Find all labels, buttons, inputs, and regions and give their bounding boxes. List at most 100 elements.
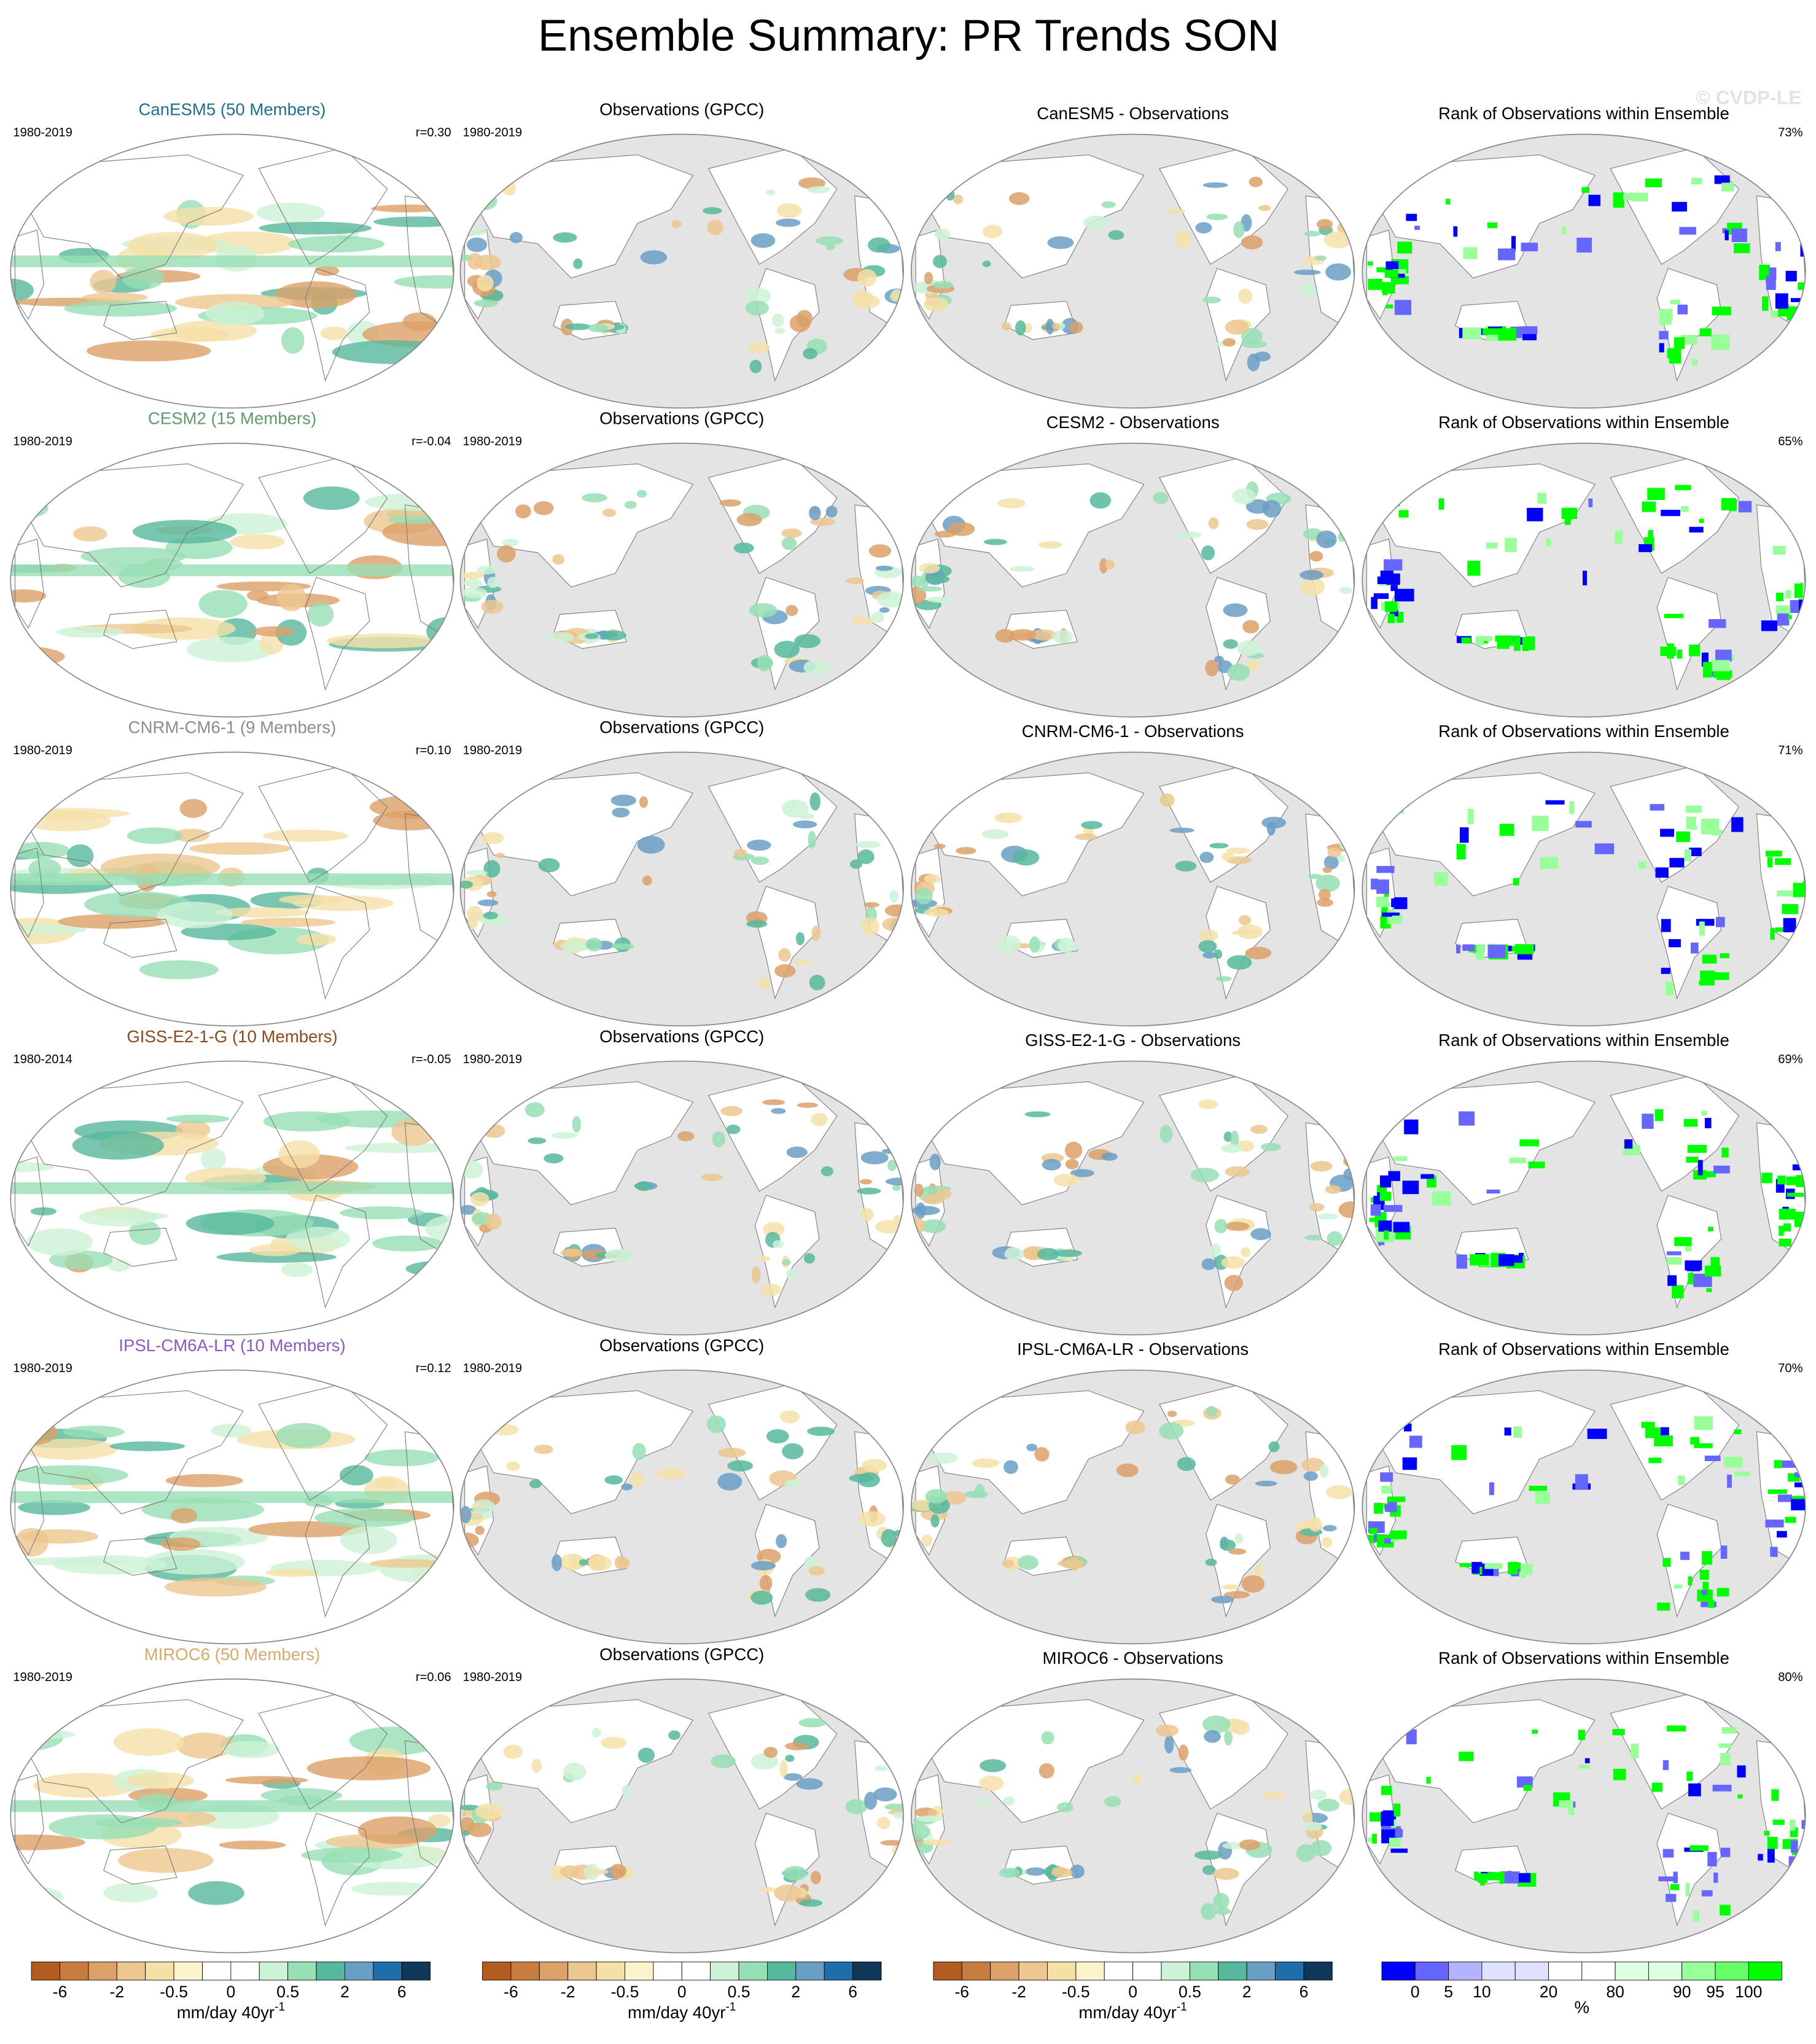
rank-cell <box>1471 1562 1483 1567</box>
rank-cell <box>1701 1110 1707 1116</box>
map-content <box>912 147 1355 382</box>
trend-blob <box>1303 1821 1322 1831</box>
trend-blob <box>912 282 932 294</box>
rank-cell <box>1576 237 1592 253</box>
trend-blob <box>712 1131 726 1147</box>
trend-blob <box>487 576 499 588</box>
map-content <box>1366 1074 1806 1309</box>
rank-cell <box>1390 1530 1407 1540</box>
trend-blob <box>544 1153 564 1164</box>
difference-title: GISS-E2-1-G - Observations <box>1025 1031 1241 1050</box>
pattern-correlation: r=0.10 <box>416 744 451 757</box>
trend-blob <box>1308 1517 1322 1532</box>
trend-blob <box>1198 940 1217 953</box>
trend-blob <box>855 841 881 849</box>
colorbar-box <box>1047 1961 1077 1981</box>
trend-blob <box>923 297 949 312</box>
trend-blob <box>426 617 454 646</box>
colorbar-box <box>710 1961 739 1981</box>
model-period: 1980-2019 <box>13 744 72 757</box>
trend-blob <box>795 932 805 946</box>
trend-blob <box>394 275 454 289</box>
trend-blob <box>927 1809 938 1817</box>
trend-blob <box>750 1590 773 1605</box>
land <box>1373 1390 1596 1515</box>
rank-cell <box>1645 178 1662 187</box>
rank-cell <box>1706 1288 1712 1292</box>
trend-blob <box>113 1728 184 1756</box>
trend-blob <box>1008 192 1030 205</box>
colorbar-label: -6 <box>53 1983 68 2001</box>
colorbar-label: 10 <box>1473 1983 1491 2001</box>
rank-cell <box>1669 348 1682 364</box>
trend-blob <box>524 1102 545 1118</box>
colorbar-box <box>401 1961 431 1981</box>
trend-blob <box>1038 541 1062 549</box>
rank-cell <box>1710 1257 1720 1270</box>
colorbar-unit: mm/day 40yr-1 <box>628 2001 736 2023</box>
trend-blob <box>1237 924 1263 940</box>
rank-cell <box>1696 919 1715 926</box>
colorbar-label: 95 <box>1706 1983 1724 2001</box>
trend-blob <box>1309 1203 1325 1212</box>
rank-cell <box>1535 1492 1550 1504</box>
rank-cell <box>1689 526 1704 533</box>
trend-blob <box>857 1187 881 1195</box>
trend-blob <box>1201 1258 1216 1271</box>
trend-blob <box>701 1173 723 1181</box>
trend-blob <box>604 1475 623 1485</box>
trend-blob <box>929 1452 958 1464</box>
land <box>14 1156 44 1247</box>
trend-blob <box>585 633 599 639</box>
rank-cell <box>1639 544 1653 552</box>
trend-blob <box>1025 1867 1046 1876</box>
trend-blob <box>466 870 488 876</box>
land <box>922 1390 1145 1515</box>
rank-cell <box>1386 573 1400 585</box>
trend-blob <box>95 1817 182 1828</box>
rank-cell <box>1657 1602 1670 1611</box>
map-outline <box>1362 133 1806 409</box>
trend-blob <box>1069 321 1083 334</box>
trend-blob <box>278 1140 320 1169</box>
trend-blob <box>1208 517 1219 529</box>
model-period: 1980-2019 <box>13 1671 72 1684</box>
obs-title: Observations (GPCC) <box>599 100 764 119</box>
trend-blob <box>460 880 473 889</box>
trend-blob <box>1190 1168 1219 1183</box>
trend-blob <box>502 539 519 547</box>
trend-blob <box>127 827 182 844</box>
rank-cell <box>1390 1848 1408 1853</box>
rank-cell <box>1699 921 1705 936</box>
map-outline <box>1362 1369 1806 1645</box>
trend-blob <box>766 1429 789 1444</box>
rank-cell <box>1674 1584 1682 1589</box>
rank-cell <box>1376 897 1389 908</box>
model-period: 1980-2019 <box>13 126 72 139</box>
trend-blob <box>293 895 394 911</box>
trend-blob <box>787 800 797 812</box>
rank-cell <box>1647 488 1665 500</box>
trend-blob <box>1018 1555 1039 1570</box>
rank-cell <box>1774 1460 1782 1469</box>
land <box>922 463 1145 588</box>
map-content <box>1366 456 1806 691</box>
unit-text: % <box>1575 1998 1590 2017</box>
trend-blob <box>778 948 791 962</box>
rank-cell <box>1680 1551 1689 1560</box>
map-content <box>911 1692 1355 1927</box>
trend-blob <box>862 1459 887 1472</box>
rank-cell <box>1691 359 1697 366</box>
trend-blob <box>604 1249 631 1262</box>
trend-blob <box>881 1529 897 1547</box>
rank-cell <box>1701 1590 1707 1595</box>
trend-blob <box>793 820 817 829</box>
rank-cell <box>1724 230 1729 241</box>
trend-blob <box>1039 1763 1054 1779</box>
trend-blob <box>1041 1731 1054 1745</box>
trend-band <box>10 564 454 577</box>
rank-cell <box>1392 915 1402 924</box>
trend-blob <box>1206 1406 1217 1417</box>
land <box>1373 1699 1596 1824</box>
trend-blob <box>1221 1256 1245 1269</box>
